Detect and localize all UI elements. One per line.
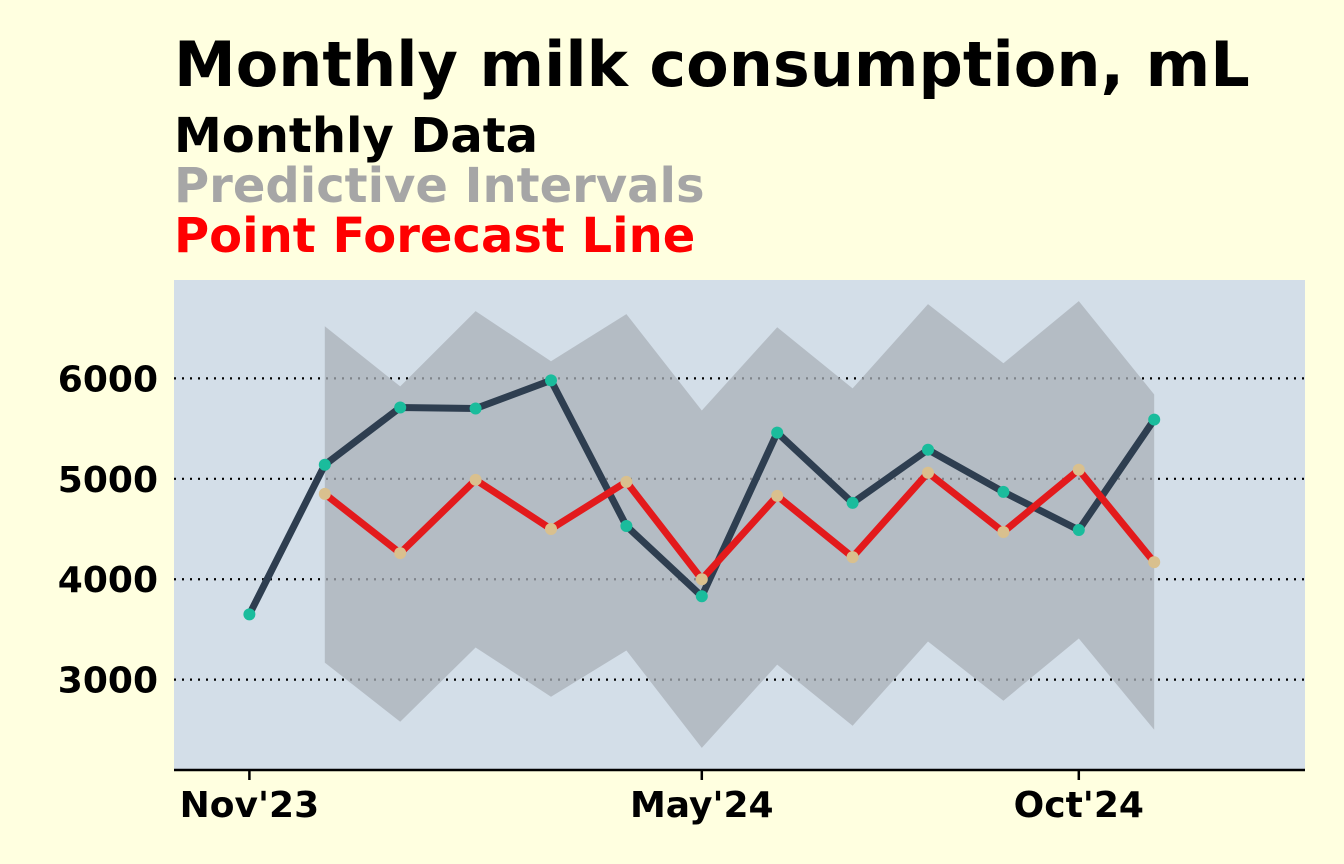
monthly-data-point-2024-11 [1148,413,1161,426]
point-forecast-line-point-2024-11 [1148,556,1161,569]
point-forecast-line-point-2023-12 [318,487,331,500]
point-forecast-line-point-2024-08 [922,466,934,479]
predictive-interval-area [324,301,1155,748]
monthly-data-point-2024-03 [545,374,557,387]
legend-entry-monthly-data: Monthly Data [174,108,538,164]
point-forecast-line-point-2024-01 [394,547,407,560]
monthly-data-point-2023-11 [243,608,256,621]
y-tick-label-4000: 4000 [58,560,158,601]
monthly-data-point-2023-12 [318,458,331,471]
x-tick-label-2024-05: May'24 [630,785,774,826]
x-tick-label-2023-11: Nov'23 [180,785,319,826]
point-forecast-line-point-2024-04 [620,475,633,488]
legend-entry-point-forecast-line: Point Forecast Line [174,208,695,264]
monthly-data-point-2024-09 [997,485,1010,498]
monthly-data-point-2024-01 [394,401,407,414]
y-tick-label-5000: 5000 [58,460,158,501]
y-tick-label-3000: 3000 [58,661,158,702]
point-forecast-line-point-2024-03 [545,523,557,536]
point-forecast-line-point-2024-07 [846,551,859,564]
monthly-data-point-2024-05 [695,590,708,603]
point-forecast-line-line [322,464,1157,585]
y-tick-label-6000: 6000 [58,359,158,400]
monthly-data-point-2024-08 [922,443,934,456]
monthly-data-point-2024-06 [771,426,784,439]
point-forecast-line-point-2024-09 [997,526,1010,539]
point-forecast-line-point-2024-02 [469,473,482,486]
monthly-data-point-2024-02 [469,402,482,415]
series-markers [243,374,1161,621]
point-forecast-line-point-2024-10 [1072,463,1085,476]
predictive-interval-band [324,301,1155,748]
y-axis-ticks: 3000 4000 5000 6000 [58,359,158,701]
monthly-data-point-2024-10 [1072,524,1085,537]
point-forecast-line-point-2024-06 [771,489,784,502]
monthly-data-point-2024-07 [846,496,859,509]
point-forecast-line-point-2024-05 [695,573,708,586]
chart-title: Monthly milk consumption, mL [174,28,1250,101]
monthly-data-point-2024-04 [620,520,633,533]
x-tick-label-2024-10: Oct'24 [1014,785,1144,826]
legend-entry-predictive-intervals: Predictive Intervals [174,158,705,214]
x-axis-ticks: Nov'23 May'24 Oct'24 [180,770,1144,826]
